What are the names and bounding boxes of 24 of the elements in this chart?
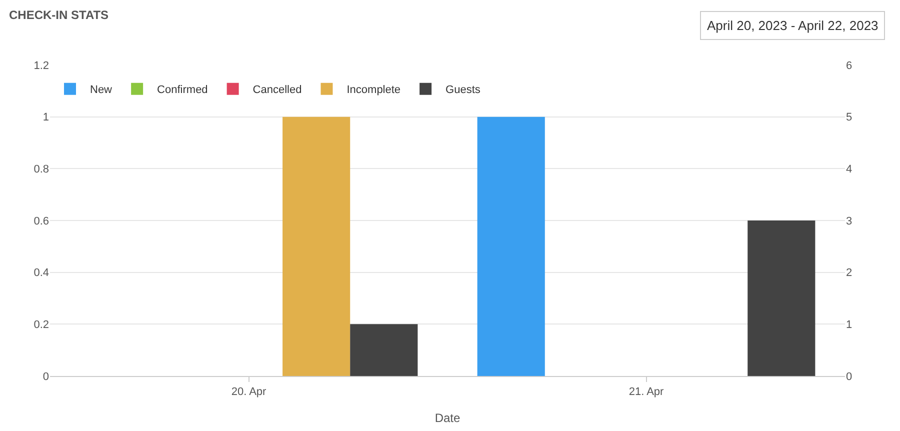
y2-tick-label: 4 (846, 164, 852, 176)
legend-label: Guests (446, 84, 481, 96)
y-tick-label: 0.8 (34, 164, 49, 176)
y-tick-label: 1.2 (34, 60, 49, 72)
y-tick-label: 0.4 (34, 267, 49, 280)
y-tick-label: 0 (42, 370, 49, 383)
y-tick-label: 0.6 (34, 215, 49, 228)
y2-tick-label: 1 (846, 319, 852, 332)
legend-label: New (90, 84, 112, 96)
y2-tick-label: 3 (846, 215, 852, 228)
chart-subtitle: April 20, 2023 - April 22, 2023 (707, 18, 878, 33)
y-tick-label: 0.2 (34, 319, 49, 332)
y2-tick-label: 2 (846, 267, 852, 280)
y2-tick-label: 5 (846, 112, 852, 124)
x-tick-label: 21. Apr (628, 386, 664, 398)
y2-tick-label: 0 (846, 370, 852, 383)
legend-label: Confirmed (157, 84, 208, 96)
x-tick-label: 20. Apr (231, 386, 267, 398)
legend-label: Incomplete (346, 84, 401, 96)
x-axis-title: Date (434, 411, 460, 425)
legend-label: Cancelled (252, 84, 302, 96)
chart-title: CHECK-IN STATS (9, 8, 109, 22)
y2-tick-label: 6 (846, 60, 852, 72)
y-tick-label: 1 (42, 112, 49, 124)
